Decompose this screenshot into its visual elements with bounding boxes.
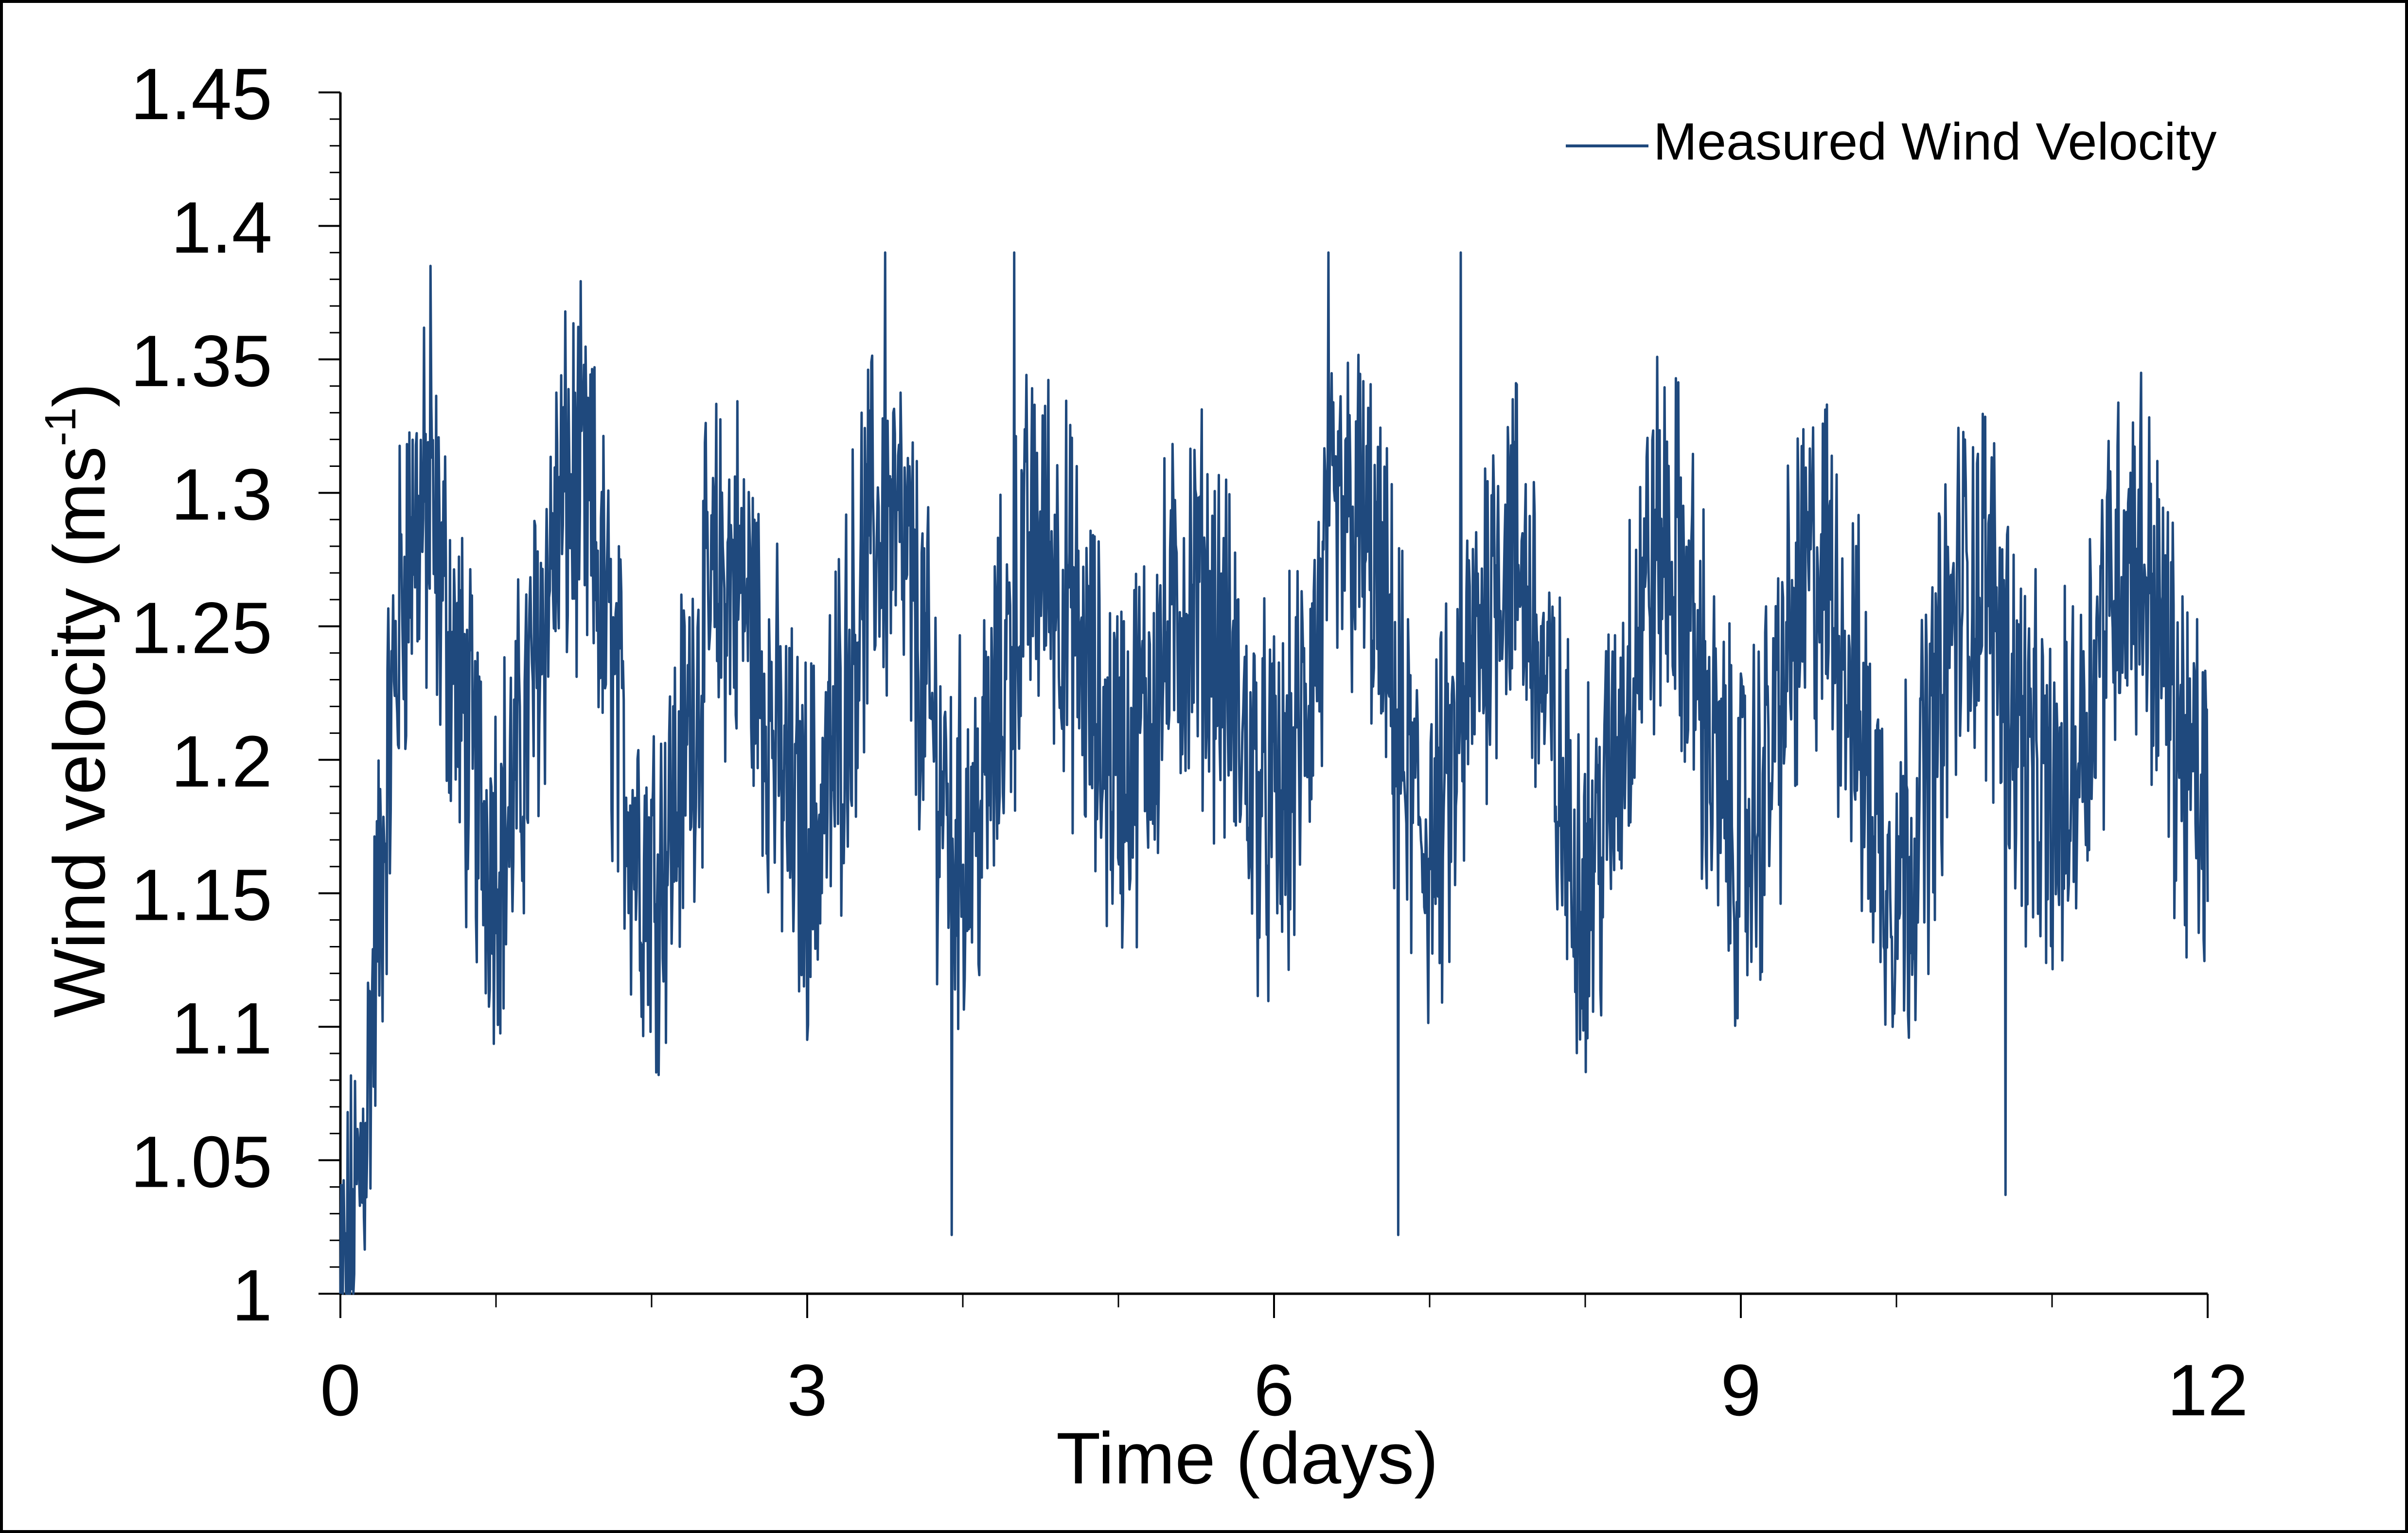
y-tick-label: 1.1	[171, 987, 272, 1069]
y-tick-label: 1	[232, 1254, 272, 1336]
y-tick-label: 1.3	[171, 453, 272, 535]
legend-label: Measured Wind Velocity	[1653, 112, 2217, 171]
y-tick-label: 1.4	[171, 186, 272, 268]
y-tick-label: 1.35	[130, 320, 272, 402]
y-axis-title: Wind velocity (ms-1)	[36, 383, 120, 1017]
y-tick-label: 1.45	[130, 53, 272, 135]
y-axis-title-main: Wind velocity (ms	[38, 446, 120, 1017]
x-tick-label: 6	[1254, 1349, 1294, 1431]
y-tick-label: 1.15	[130, 854, 272, 936]
x-axis-title: Time (days)	[1056, 1417, 1438, 1499]
major-ticks	[319, 91, 2209, 1318]
x-tick-label: 12	[2167, 1349, 2249, 1431]
x-tick-labels: 0 3 6 9 12	[320, 1349, 2248, 1431]
y-axis-title-close: )	[38, 383, 120, 407]
x-tick-label: 9	[1720, 1349, 1761, 1431]
y-axis-title-superscript: -1	[36, 407, 85, 446]
y-tick-label: 1.25	[130, 587, 272, 669]
y-tick-label: 1.05	[130, 1121, 272, 1203]
x-tick-label: 3	[787, 1349, 827, 1431]
x-tick-label: 0	[320, 1349, 360, 1431]
series-line-measured-wind-velocity	[339, 251, 2209, 1295]
legend: Measured Wind Velocity	[1566, 112, 2217, 171]
y-tick-labels: 1 1.05 1.1 1.15 1.2 1.25 1.3 1.35 1.4 1.45	[130, 53, 272, 1336]
y-tick-label: 1.2	[171, 720, 272, 802]
